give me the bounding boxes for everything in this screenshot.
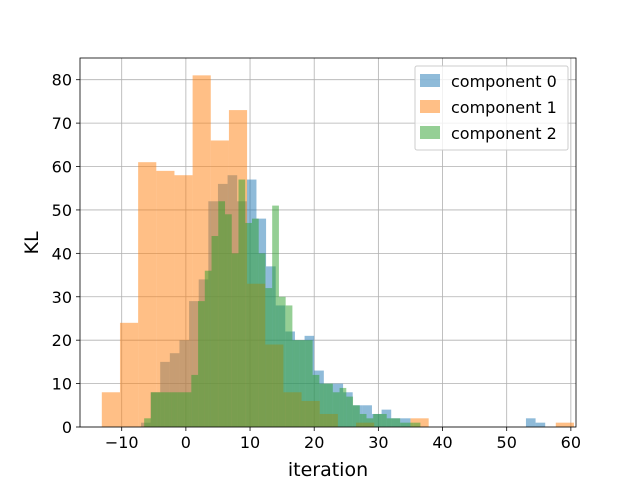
- histogram-bar: [373, 413, 380, 427]
- x-tick-label: 0: [181, 433, 191, 452]
- bars-layer: [101, 75, 574, 427]
- histogram-bar: [319, 383, 327, 427]
- histogram-bar: [292, 340, 300, 427]
- histogram-bar: [238, 179, 246, 427]
- histogram-bar: [299, 340, 306, 427]
- histogram-bar: [218, 201, 226, 427]
- y-tick-label: 40: [52, 244, 72, 263]
- x-tick-label: 50: [497, 433, 517, 452]
- histogram-bar: [535, 422, 546, 427]
- histogram-bar: [198, 301, 205, 427]
- x-tick-label: 30: [368, 433, 388, 452]
- histogram-bar: [326, 383, 333, 427]
- legend-box: [414, 65, 569, 151]
- histogram-bar: [156, 170, 175, 427]
- histogram-bar: [101, 392, 120, 427]
- x-axis-ticks: −10 0 10 20 30 40 50 60: [105, 427, 581, 452]
- histogram-bar: [353, 405, 360, 427]
- histogram-bar: [525, 418, 536, 427]
- y-axis-label: KL: [21, 231, 43, 254]
- y-tick-label: 0: [62, 418, 72, 437]
- y-tick-label: 80: [52, 71, 72, 90]
- y-tick-label: 60: [52, 158, 72, 177]
- histogram-bar: [251, 218, 259, 427]
- histogram-bar: [265, 288, 273, 427]
- histogram-bar: [386, 418, 394, 427]
- legend-label-component-2: component 2: [451, 124, 557, 143]
- histogram-bar: [157, 392, 165, 427]
- histogram-bar: [305, 340, 313, 427]
- y-axis-ticks: 0 10 20 30 40 50 60 70 80: [52, 71, 80, 437]
- histogram-bar: [406, 422, 414, 427]
- histogram-bar: [144, 418, 151, 427]
- plot-frame: [79, 57, 577, 428]
- histogram-bar: [138, 162, 157, 427]
- histogram-bar: [413, 422, 421, 427]
- histogram-bar: [312, 374, 320, 427]
- legend-label-component-0: component 0: [451, 72, 557, 91]
- histogram-bar: [362, 405, 372, 427]
- histogram-bar: [150, 392, 158, 427]
- histogram-bar: [339, 387, 347, 427]
- histogram-bar: [278, 296, 286, 427]
- legend: component 0 component 1 component 2: [414, 65, 569, 151]
- x-tick-label: 40: [432, 433, 452, 452]
- histogram-bar: [258, 253, 266, 427]
- histogram-bar: [191, 374, 199, 427]
- histogram-bar: [204, 270, 212, 427]
- histogram-bar: [393, 418, 401, 427]
- histogram-bar: [366, 418, 374, 427]
- x-axis-label: iteration: [288, 459, 368, 480]
- histogram-bar: [359, 413, 367, 427]
- series-2: [144, 179, 421, 427]
- legend-swatch-component-0: [420, 74, 440, 87]
- histogram-bar: [231, 253, 239, 427]
- x-tick-label: 60: [561, 433, 581, 452]
- histogram-bar: [184, 392, 192, 427]
- x-tick-label: −10: [105, 433, 139, 452]
- histogram-bar: [555, 422, 574, 427]
- histogram-bar: [164, 392, 172, 427]
- histogram-bar: [332, 392, 340, 427]
- y-tick-label: 10: [52, 375, 72, 394]
- histogram-bar: [245, 222, 252, 427]
- legend-swatch-component-1: [420, 100, 440, 113]
- x-tick-label: 20: [304, 433, 324, 452]
- histogram-bar: [177, 392, 185, 427]
- legend-label-component-1: component 1: [451, 98, 557, 117]
- histogram-bar: [225, 214, 232, 427]
- histogram-bar: [211, 235, 219, 427]
- histogram-bar: [119, 322, 139, 427]
- legend-swatch-component-2: [420, 126, 440, 139]
- histogram-bar: [379, 413, 387, 427]
- histogram-bar: [400, 422, 407, 427]
- histogram-bar: [174, 175, 193, 427]
- y-tick-label: 20: [52, 331, 72, 350]
- x-tick-label: 10: [240, 433, 260, 452]
- y-tick-label: 30: [52, 288, 72, 307]
- histogram-bar: [272, 205, 279, 427]
- y-tick-label: 50: [52, 201, 72, 220]
- y-tick-label: 70: [52, 114, 72, 133]
- histogram-bar: [171, 392, 178, 427]
- histogram-bar: [285, 305, 293, 427]
- histogram-bar: [346, 396, 354, 427]
